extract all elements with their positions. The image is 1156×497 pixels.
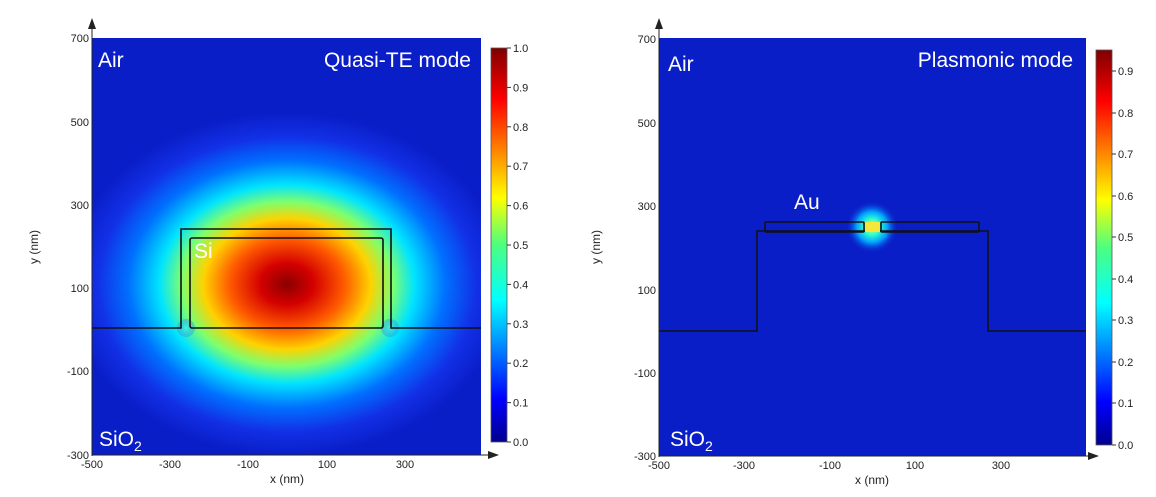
au-pad-right: [880, 221, 980, 233]
si-core-outline: [189, 237, 384, 329]
y-axis-label-right: y (nm): [589, 230, 603, 264]
colorbar-right: [1095, 49, 1113, 446]
x-tick-label: 100: [318, 459, 336, 471]
y-axis-arrow-right: [655, 18, 663, 29]
colorbar-tick-label: 0.7: [1118, 149, 1133, 161]
y-tick-label: -100: [67, 366, 89, 378]
colorbar-tick-label: 0.5: [1118, 232, 1133, 244]
x-axis-label-right: x (nm): [855, 473, 889, 487]
x-axis-arrow-left: [488, 451, 499, 459]
colorbar-tick-label: 0.9: [513, 82, 528, 94]
x-ticks-left: -500 -300 -100 100 300: [81, 459, 414, 471]
x-tick-label: -300: [733, 460, 755, 472]
colorbar-tick-label: 0.3: [1118, 315, 1133, 327]
x-axis-label-left: x (nm): [270, 472, 304, 486]
y-tick-label: -100: [634, 368, 656, 380]
y-axis-arrow-left: [88, 18, 96, 29]
panel-plasmonic: Air Plasmonic mode Au SiO2 700 500 300 1…: [589, 18, 1133, 487]
panel-quasi-te: Air Quasi-TE mode Si SiO2 700 500 300 10…: [27, 18, 528, 486]
region-label-air-right: Air: [668, 53, 694, 76]
y-tick-label: 700: [71, 33, 89, 45]
mode-title-plasmonic: Plasmonic mode: [918, 49, 1073, 72]
gap-hotspot: [865, 222, 880, 232]
y-tick-label: -300: [634, 451, 656, 463]
y-tick-label: 100: [638, 285, 656, 297]
x-tick-label: -500: [81, 459, 103, 471]
colorbar-tick-label: 0.1: [513, 398, 528, 410]
x-tick-label: -100: [819, 460, 841, 472]
y-tick-label: 300: [71, 200, 89, 212]
colorbar-tick-label: 0.8: [1118, 108, 1133, 120]
colorbar-tick-label: 0.5: [513, 240, 528, 252]
region-label-sio2-left: SiO2: [99, 428, 142, 454]
y-ticks-right: 700 500 300 100 -100 -300: [634, 34, 656, 463]
colorbar-tick-label: 0.9: [1118, 66, 1133, 78]
corner-glow-right: [381, 319, 399, 337]
x-tick-label: 300: [992, 460, 1010, 472]
x-axis-arrow-right: [1088, 452, 1099, 460]
colorbar-labels-right: 0.9 0.8 0.7 0.6 0.5 0.4 0.3 0.2 0.1 0.0: [1118, 66, 1133, 452]
colorbar-tick-label: 1.0: [513, 43, 528, 55]
au-pad-left: [764, 221, 865, 233]
colorbar-labels-left: 1.0 0.9 0.8 0.7 0.6 0.5 0.4 0.3 0.2 0.1 …: [513, 43, 528, 449]
y-tick-label: 300: [638, 201, 656, 213]
region-label-au: Au: [794, 191, 820, 214]
region-label-air-left: Air: [98, 49, 124, 72]
field-map-quasi-te: [92, 38, 481, 455]
x-ticks-right: -500 -300 -100 100 300: [648, 460, 1010, 472]
colorbar-tick-label: 0.2: [1118, 357, 1133, 369]
x-tick-label: 300: [396, 459, 414, 471]
colorbar-left: [490, 47, 508, 443]
x-tick-label: -500: [648, 460, 670, 472]
region-label-sio2-right: SiO2: [670, 428, 713, 454]
colorbar-tick-label: 0.0: [513, 437, 528, 449]
y-tick-label: -300: [67, 450, 89, 462]
y-axis-label-left: y (nm): [27, 230, 41, 264]
region-label-si: Si: [194, 240, 213, 263]
colorbar-tick-label: 0.7: [513, 161, 528, 173]
y-tick-label: 500: [71, 117, 89, 129]
y-tick-label: 500: [638, 118, 656, 130]
colorbar-tick-label: 0.3: [513, 319, 528, 331]
mode-title-quasi-te: Quasi-TE mode: [324, 49, 471, 72]
x-tick-label: -300: [159, 459, 181, 471]
colorbar-tick-label: 0.1: [1118, 398, 1133, 410]
colorbar-tick-label: 0.2: [513, 358, 528, 370]
x-tick-label: 100: [906, 460, 924, 472]
y-ticks-left: 700 500 300 100 -100 -300: [67, 33, 89, 462]
x-tick-label: -100: [237, 459, 259, 471]
y-tick-label: 100: [71, 283, 89, 295]
colorbar-ticks-right: [1112, 70, 1116, 446]
colorbar-ticks-left: [507, 47, 511, 443]
colorbar-tick-label: 0.4: [513, 279, 528, 291]
colorbar-tick-label: 0.6: [1118, 191, 1133, 203]
waveguide-outline-outer: [92, 228, 481, 329]
colorbar-tick-label: 0.6: [513, 201, 528, 213]
colorbar-tick-label: 0.0: [1118, 440, 1133, 452]
colorbar-tick-label: 0.4: [1118, 274, 1133, 286]
colorbar-tick-label: 0.8: [513, 122, 528, 134]
y-tick-label: 700: [638, 34, 656, 46]
